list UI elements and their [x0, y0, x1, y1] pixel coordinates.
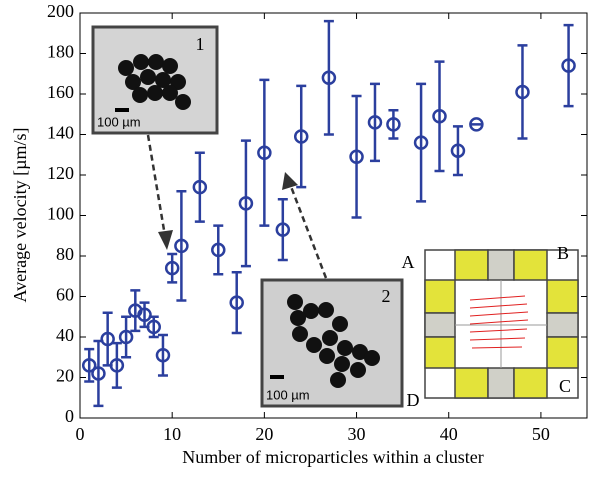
- y-tick-label: 140: [47, 123, 74, 143]
- error-bar: [241, 141, 251, 267]
- annotation: C: [559, 376, 571, 396]
- error-bar: [176, 191, 186, 300]
- y-tick-label: 20: [56, 366, 74, 386]
- error-bar: [324, 21, 334, 134]
- arrow-head: [158, 230, 173, 250]
- error-bar: [416, 84, 426, 201]
- y-tick-label: 60: [56, 285, 74, 305]
- y-tick-label: 120: [47, 163, 74, 183]
- x-tick-label: 10: [163, 424, 181, 444]
- y-tick-label: 40: [56, 325, 74, 345]
- x-tick-label: 40: [440, 424, 458, 444]
- annotation: 2: [382, 286, 391, 306]
- x-axis-title: Number of microparticles within a cluste…: [182, 447, 483, 467]
- error-bar: [195, 153, 205, 222]
- error-bar: [370, 84, 380, 161]
- error-bar: [112, 343, 122, 388]
- error-bar: [278, 199, 288, 260]
- device-diagram: [425, 250, 578, 398]
- annotation: B: [557, 243, 569, 263]
- y-tick-label: 160: [47, 82, 74, 102]
- error-bar: [435, 62, 445, 171]
- arrows: [148, 135, 326, 278]
- y-axis-title: Average velocity [µm/s]: [10, 128, 30, 303]
- error-bar: [564, 25, 574, 106]
- error-bar: [93, 341, 103, 406]
- y-tick-label: 180: [47, 42, 74, 62]
- error-bar: [352, 96, 362, 217]
- error-bar: [517, 45, 527, 138]
- y-tick-label: 0: [65, 406, 74, 426]
- annotation: 1: [196, 34, 205, 54]
- error-bar: [296, 86, 306, 187]
- annotation: 100 µm: [97, 114, 141, 129]
- arrow-head: [282, 172, 298, 190]
- error-bar: [388, 110, 398, 138]
- annotation: A: [402, 252, 415, 272]
- error-bar: [121, 317, 131, 358]
- x-tick-label: 0: [76, 424, 85, 444]
- y-tick-label: 80: [56, 244, 74, 264]
- x-tick-label: 50: [532, 424, 550, 444]
- error-bar: [213, 226, 223, 275]
- error-bar: [232, 272, 242, 333]
- error-bar: [453, 126, 463, 175]
- error-bar: [259, 80, 269, 226]
- error-bar: [103, 313, 113, 366]
- x-tick-label: 30: [348, 424, 366, 444]
- annotation: 100 µm: [266, 387, 310, 402]
- error-bar: [167, 254, 177, 282]
- chart: Number of microparticles within a cluste…: [0, 0, 597, 474]
- x-tick-label: 20: [255, 424, 273, 444]
- y-tick-label: 100: [47, 204, 74, 224]
- y-tick-label: 200: [47, 1, 74, 21]
- error-bar: [158, 335, 168, 376]
- annotation: D: [407, 390, 420, 410]
